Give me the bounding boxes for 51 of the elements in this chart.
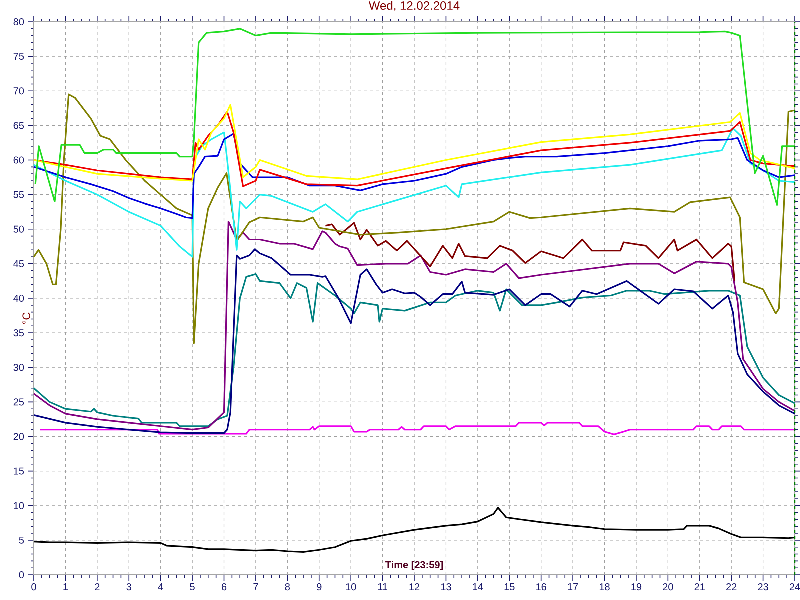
x-tick-label: 12 bbox=[410, 584, 420, 591]
x-tick-label: 11 bbox=[378, 584, 388, 590]
y-tick-label: 50 bbox=[14, 226, 24, 233]
line-series bbox=[33, 94, 796, 344]
y-tick-label: 75 bbox=[14, 53, 24, 60]
x-tick-label: 2 bbox=[95, 584, 100, 591]
y-tick-label: 80 bbox=[14, 18, 24, 26]
x-tick-label: 4 bbox=[158, 584, 164, 590]
x-tick-label: 17 bbox=[568, 584, 578, 590]
y-tick-label: 15 bbox=[14, 468, 24, 475]
chart-title: Wed, 12.02.2014 bbox=[368, 1, 460, 12]
y-tick-label: 10 bbox=[14, 502, 24, 510]
y-tick-label: 70 bbox=[14, 88, 24, 95]
x-tick-label: 0 bbox=[32, 584, 36, 591]
y-tick-label: 55 bbox=[14, 191, 24, 198]
y-tick-label: 5 bbox=[19, 536, 24, 544]
line-series bbox=[40, 422, 796, 436]
x-tick-label: 22 bbox=[726, 584, 737, 591]
x-axis-title: Time [23:59] bbox=[386, 561, 444, 570]
x-tick-label: 8 bbox=[285, 584, 290, 591]
y-tick-label: 40 bbox=[14, 294, 24, 302]
y-tick-label: 35 bbox=[14, 330, 24, 337]
y-tick-label: 45 bbox=[14, 260, 24, 268]
x-tick-label: 5 bbox=[190, 584, 195, 591]
x-tick-label: 10 bbox=[346, 584, 356, 591]
y-tick-label: 30 bbox=[14, 364, 24, 372]
x-tick-label: 23 bbox=[758, 584, 768, 591]
x-tick-label: 13 bbox=[441, 584, 452, 591]
x-tick-label: 19 bbox=[632, 584, 642, 591]
y-tick-label: 25 bbox=[14, 398, 24, 406]
x-tick-label: 18 bbox=[600, 584, 610, 591]
line-series bbox=[324, 222, 736, 282]
x-tick-label: 6 bbox=[222, 584, 227, 591]
x-tick-label: 16 bbox=[536, 584, 546, 591]
y-tick-label: 60 bbox=[14, 156, 24, 164]
y-tick-label: 20 bbox=[14, 433, 24, 440]
line-series bbox=[34, 28, 796, 206]
x-tick-label: 14 bbox=[473, 584, 484, 590]
x-tick-label: 21 bbox=[694, 584, 705, 591]
x-tick-label: 3 bbox=[126, 584, 132, 591]
y-tick-label: 0 bbox=[19, 571, 24, 579]
x-tick-label: 24 bbox=[790, 584, 800, 591]
x-tick-label: 15 bbox=[504, 584, 515, 591]
y-axis-title: °C bbox=[22, 312, 30, 324]
x-tick-label: 9 bbox=[317, 584, 322, 591]
line-series bbox=[33, 274, 796, 428]
x-tick-label: 20 bbox=[663, 584, 674, 591]
line-series bbox=[33, 128, 796, 258]
x-tick-label: 7 bbox=[254, 584, 258, 590]
x-tick-label: 1 bbox=[64, 584, 68, 590]
y-tick-label: 65 bbox=[14, 122, 24, 130]
